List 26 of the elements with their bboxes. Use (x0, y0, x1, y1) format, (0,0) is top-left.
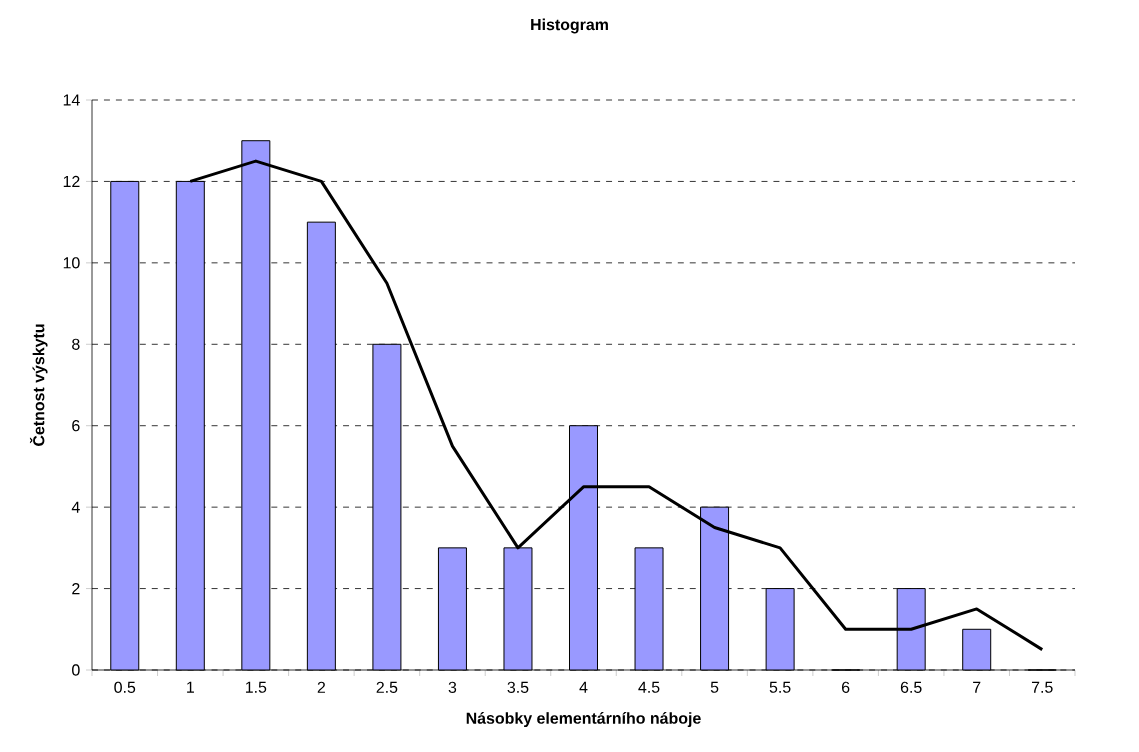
x-tick-label: 6 (842, 681, 850, 693)
x-tick-label: 7.5 (1031, 681, 1053, 693)
x-tick-label: 1 (187, 681, 194, 693)
y-tick-label: 12 (63, 175, 80, 187)
x-axis-title: Násobky elementárního náboje (466, 712, 701, 728)
y-tick-label: 8 (72, 338, 80, 350)
y-tick-label: 6 (72, 420, 80, 432)
x-tick-label: 7 (973, 681, 981, 693)
x-tick-label: 4.5 (638, 681, 660, 693)
y-tick-label: 10 (63, 257, 80, 269)
y-tick-label: 14 (63, 94, 80, 106)
y-axis-title: Četnost výskytu (29, 324, 48, 446)
x-tick-label: 5.5 (769, 681, 791, 693)
x-tick-label: 2.5 (376, 681, 398, 693)
x-tick-label: 2 (317, 681, 325, 693)
x-tick-label: 6.5 (900, 681, 922, 693)
x-tick-label: 1.5 (245, 681, 267, 693)
x-tick-label: 3.5 (507, 681, 529, 693)
x-tick-label: 0.5 (114, 681, 136, 693)
y-tick-label: 2 (72, 583, 80, 595)
x-tick-label: 3 (448, 681, 457, 693)
x-tick-label: 4 (579, 681, 588, 693)
y-tick-label: 4 (71, 501, 80, 513)
x-tick-label: 5 (710, 681, 719, 693)
chart-title: Histogram (531, 18, 608, 34)
y-tick-label: 0 (72, 664, 80, 676)
